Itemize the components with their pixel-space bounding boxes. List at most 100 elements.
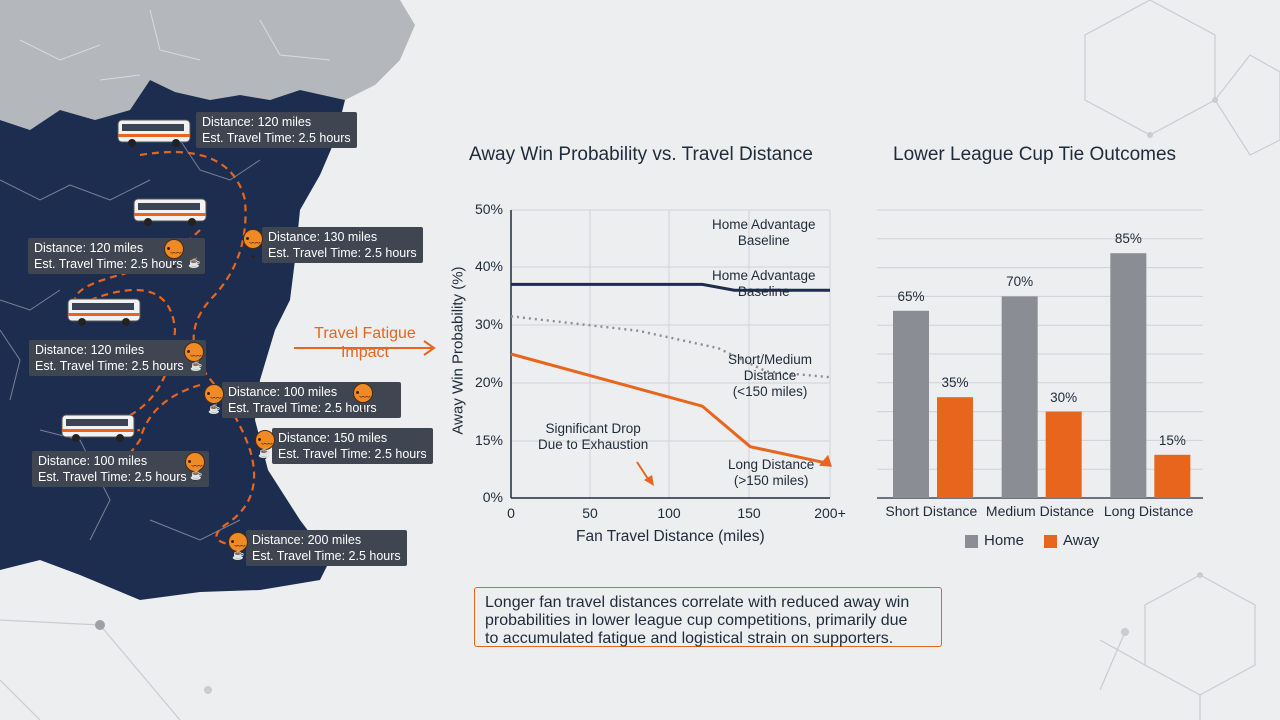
route-time: Est. Travel Time: 2.5 hours	[34, 257, 183, 271]
route-time: Est. Travel Time: 2.5 hours	[38, 470, 187, 484]
bar-value-label: 85%	[1114, 231, 1142, 247]
home-baseline-line1: Home Advantage	[712, 268, 816, 283]
route-distance: Distance: 130 miles	[268, 230, 378, 244]
short-medium-label: Short/Medium Distance (<150 miles)	[728, 352, 812, 400]
bar-value-label: 30%	[1050, 389, 1078, 405]
tired-face-icon: •﹏•	[185, 452, 205, 486]
fatigue-line2: Impact	[340, 344, 389, 361]
route-distance: Distance: 120 miles	[35, 343, 145, 357]
series-line-short_medium	[510, 315, 831, 379]
y-tick-label: 20%	[474, 374, 503, 390]
route-label-6: Distance: 150 miles Est. Travel Time: 2.…	[272, 428, 433, 464]
route-distance: Distance: 100 miles	[38, 454, 148, 468]
coffee-cup-icon: ☕	[258, 448, 271, 459]
tired-face-icon: •﹏•	[228, 532, 248, 566]
y-tick-label: 40%	[474, 258, 503, 274]
drop-arrow	[636, 461, 654, 486]
bar-away	[937, 397, 973, 498]
x-tick-label: 100	[657, 505, 681, 521]
summary-line1: Longer fan travel distances correlate wi…	[485, 594, 910, 611]
map-land-gray	[0, 0, 415, 130]
bar-value-label: 70%	[1006, 274, 1034, 290]
bus-icon	[67, 298, 141, 326]
coffee-cup-icon: ☕	[232, 550, 245, 561]
route-time: Est. Travel Time: 2.5 hours	[228, 401, 377, 415]
route-label-4: Distance: 120 miles Est. Travel Time: 2.…	[29, 340, 206, 376]
route-time: Est. Travel Time: 2.5 hours	[252, 549, 401, 563]
route-label-3: Distance: 130 miles Est. Travel Time: 2.…	[262, 227, 423, 263]
y-axis-label: Away Win Probability (%)	[449, 266, 467, 435]
home-baseline-line2: Baseline	[737, 284, 790, 299]
drop-line1: Significant Drop	[545, 421, 641, 436]
short-medium-line2: Distance	[743, 368, 797, 383]
long-distance-label: Long Distance (>150 miles)	[728, 457, 814, 489]
home-baseline-label: Home Advantage Baseline	[712, 268, 816, 300]
home-baseline-line2: Baseline	[737, 233, 790, 248]
fatigue-arrow	[294, 340, 436, 356]
bar-home	[1110, 253, 1147, 498]
tired-face-icon: •﹏•	[204, 384, 224, 418]
summary-box: Longer fan travel distances correlate wi…	[474, 587, 942, 647]
bar-home	[893, 310, 929, 498]
line-chart-series	[510, 282, 832, 467]
coffee-cup-icon: ☕	[208, 404, 221, 415]
route-label-5: Distance: 100 miles Est. Travel Time: 2.…	[222, 382, 401, 418]
home-baseline-line1: Home Advantage	[712, 217, 816, 232]
bar-value-label: 65%	[897, 288, 925, 304]
bar-value-label: 35%	[941, 375, 969, 391]
short-medium-line1: Short/Medium	[728, 352, 813, 367]
tired-face-icon: •﹏•	[184, 342, 204, 376]
summary-line2: probabilities in lower league cup compet…	[485, 612, 908, 629]
series-line-long_distance	[510, 352, 831, 466]
y-tick-label: 0%	[482, 489, 503, 505]
bus-icon	[133, 198, 207, 226]
bar-value-label: 15%	[1158, 432, 1186, 448]
route-time: Est. Travel Time: 2.5 hours	[202, 131, 351, 145]
fatigue-line1: Travel Fatigue	[314, 325, 416, 342]
category-label: Short Distance	[885, 503, 978, 519]
x-tick-label: 50	[582, 505, 598, 521]
drop-line2: Due to Exhaustion	[538, 437, 649, 452]
route-time: Est. Travel Time: 2.5 hours	[268, 246, 417, 260]
line-chart-grid	[510, 209, 831, 499]
bar-chart-bars	[893, 253, 1191, 498]
series-arrowhead	[819, 454, 832, 467]
route-distance: Distance: 120 miles	[34, 241, 144, 255]
legend-label-home: Home	[984, 532, 1025, 549]
bar-home	[1001, 296, 1038, 498]
coffee-cup-icon: ☕	[190, 361, 203, 372]
home-baseline-label: Home Advantage Baseline	[712, 217, 816, 249]
y-tick-label: 15%	[474, 432, 503, 448]
tired-face-icon: •﹏•	[255, 430, 275, 464]
route-label-7: Distance: 100 miles Est. Travel Time: 2.…	[32, 451, 209, 487]
coffee-cup-icon: ☕	[190, 470, 203, 481]
bar-away	[1045, 411, 1082, 498]
bar-chart-grid	[877, 209, 1203, 499]
long-distance-line2: (>150 miles)	[733, 473, 809, 488]
long-distance-line1: Long Distance	[728, 457, 815, 472]
legend-label-away: Away	[1063, 532, 1100, 549]
y-tick-label: 30%	[474, 316, 503, 332]
line-chart-title: Away Win Probability vs. Travel Distance	[469, 144, 813, 165]
tired-face-icon: •﹏•	[243, 229, 263, 263]
route-distance: Distance: 100 miles	[228, 385, 338, 399]
x-axis-label: Fan Travel Distance (miles)	[576, 528, 765, 545]
route-time: Est. Travel Time: 2.5 hours	[35, 359, 184, 373]
series-line-home_baseline	[511, 282, 830, 292]
bar-chart-title: Lower League Cup Tie Outcomes	[893, 144, 1177, 165]
line-chart	[510, 209, 832, 499]
category-label: Medium Distance	[985, 503, 1095, 519]
route-distance: Distance: 120 miles	[202, 115, 312, 129]
route-distance: Distance: 200 miles	[252, 533, 362, 547]
x-tick-label: 200+	[814, 505, 846, 521]
route-distance: Distance: 150 miles	[278, 431, 388, 445]
summary-line3: to accumulated fatigue and logistical st…	[485, 630, 894, 647]
x-tick-label: 150	[737, 505, 761, 521]
coffee-cup-icon: ☕	[188, 258, 201, 269]
short-medium-line3: (<150 miles)	[732, 384, 808, 399]
route-time: Est. Travel Time: 2.5 hours	[278, 447, 427, 461]
y-tick-label: 50%	[474, 201, 503, 217]
bar-away	[1154, 454, 1191, 498]
x-tick-label: 0	[507, 505, 515, 521]
category-label: Long Distance	[1103, 503, 1194, 519]
